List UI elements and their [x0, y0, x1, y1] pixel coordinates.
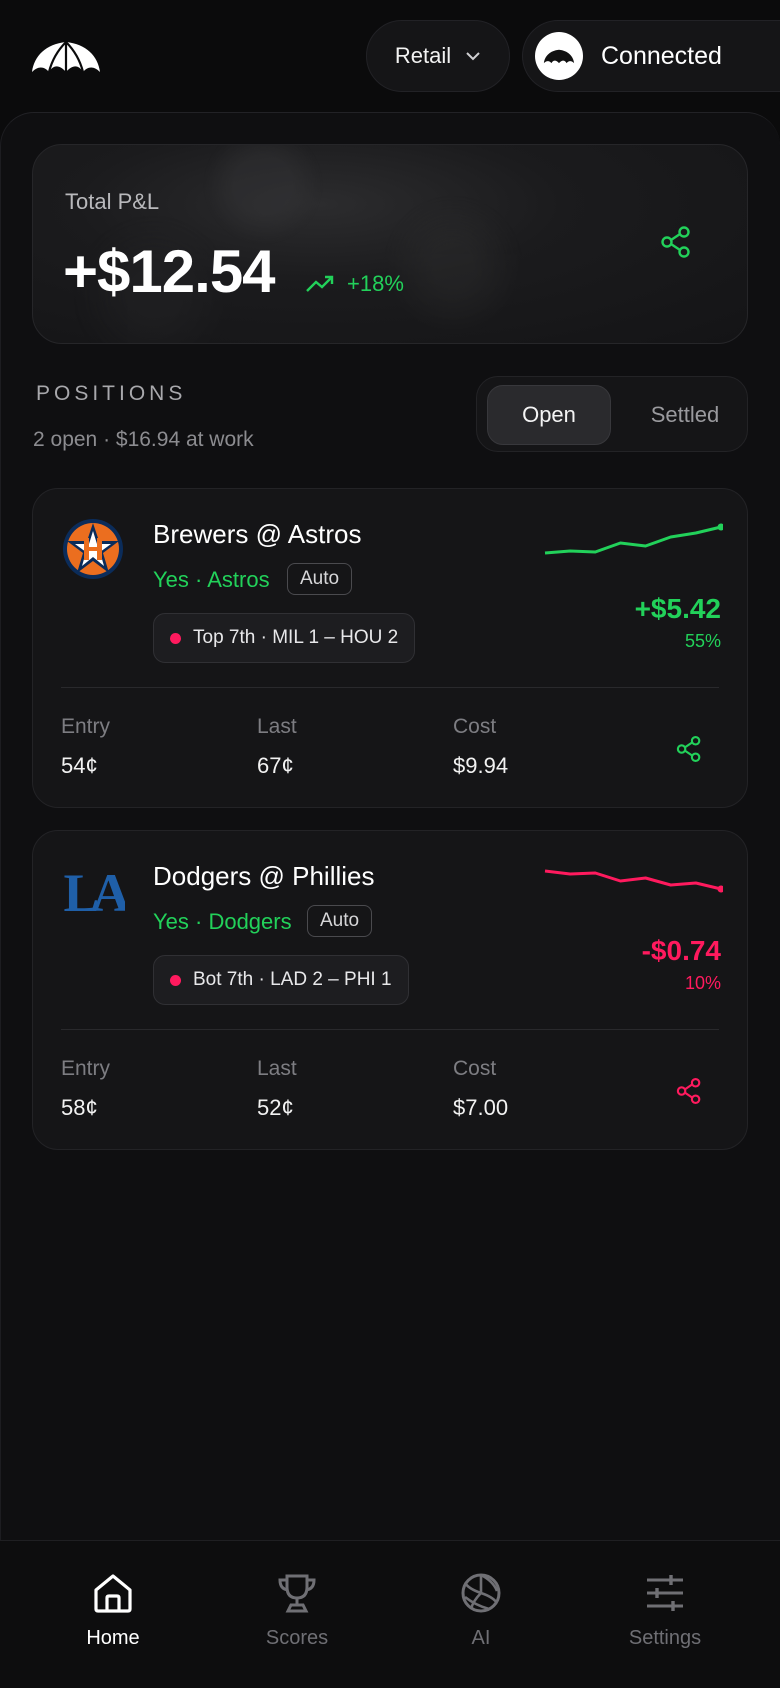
tab-scores[interactable]: Scores	[222, 1571, 372, 1650]
cost-label: Cost	[453, 1057, 497, 1080]
live-dot-icon	[170, 974, 181, 986]
cost-value: $7.00	[453, 1095, 509, 1120]
astros-logo-icon	[63, 519, 123, 579]
sparkline-end-dot	[717, 885, 723, 893]
top-bar: Retail Connected	[0, 0, 780, 112]
live-score-text: Bot 7th · LAD 2 – PHI 1	[193, 969, 392, 990]
position-percent: 10%	[684, 973, 721, 993]
positions-segmented-control: Open Settled	[476, 376, 748, 452]
price-sparkline	[544, 869, 723, 893]
pnl-change: +18%	[305, 271, 404, 297]
sparkline-end-dot	[717, 523, 723, 531]
last-value: 67¢	[257, 753, 294, 778]
bottom-tab-bar: Home Scores AI Settings	[0, 1540, 780, 1688]
position-card[interactable]: LA Dodgers @ Phillies Yes · Dodgers Auto…	[32, 830, 748, 1150]
position-card[interactable]: Brewers @ Astros Yes · Astros Auto Top 7…	[32, 488, 748, 808]
auto-badge: Auto	[287, 563, 353, 595]
volleyball-icon	[461, 1573, 501, 1613]
umbrella-logo-icon[interactable]	[30, 38, 102, 74]
tab-open[interactable]: Open	[487, 385, 611, 445]
live-score-text: Top 7th · MIL 1 – HOU 2	[193, 627, 399, 648]
tab-settings-label: Settings	[628, 1627, 702, 1649]
positions-heading: POSITIONS	[36, 382, 187, 405]
last-value: 52¢	[257, 1095, 294, 1120]
tab-settings[interactable]: Settings	[590, 1571, 740, 1650]
tab-home-label: Home	[86, 1627, 140, 1649]
entry-label: Entry	[61, 1057, 111, 1080]
connection-status-label: Connected	[601, 41, 722, 70]
last-stat: Last 52¢	[257, 1057, 297, 1121]
auto-badge: Auto	[307, 905, 373, 937]
cost-stat: Cost $7.00	[453, 1057, 508, 1121]
dodgers-logo-icon: LA	[63, 863, 125, 923]
umbrella-avatar-icon	[535, 32, 583, 80]
entry-label: Entry	[61, 715, 111, 738]
total-pnl-label: Total P&L	[65, 189, 160, 214]
trending-up-icon	[306, 275, 334, 292]
position-pnl: -$0.74	[641, 935, 721, 966]
trophy-icon	[278, 1574, 316, 1613]
share-icon[interactable]	[675, 1077, 703, 1105]
cost-label: Cost	[453, 715, 497, 738]
share-icon[interactable]	[659, 225, 693, 259]
pnl-change-percent: +18%	[347, 271, 404, 296]
account-mode-dropdown[interactable]: Retail	[366, 20, 510, 92]
entry-stat: Entry 58¢	[61, 1057, 110, 1121]
last-stat: Last 67¢	[257, 715, 297, 779]
home-icon	[94, 1574, 132, 1613]
pick-label: Yes · Dodgers	[153, 909, 292, 934]
card-background-texture	[33, 145, 747, 343]
price-sparkline	[544, 523, 723, 555]
entry-value: 54¢	[61, 753, 98, 778]
live-score-pill: Bot 7th · LAD 2 – PHI 1	[153, 955, 409, 1005]
wallet-connection-button[interactable]: Connected	[522, 20, 780, 92]
last-label: Last	[257, 715, 297, 738]
tab-scores-label: Scores	[265, 1627, 329, 1649]
live-dot-icon	[170, 632, 181, 644]
position-pnl: +$5.42	[634, 593, 721, 624]
pick-label: Yes · Astros	[153, 567, 270, 592]
card-divider	[61, 687, 719, 688]
svg-text:LA: LA	[63, 863, 125, 923]
entry-value: 58¢	[61, 1095, 98, 1120]
entry-stat: Entry 54¢	[61, 715, 110, 779]
last-label: Last	[257, 1057, 297, 1080]
positions-summary: 2 open · $16.94 at work	[33, 428, 254, 451]
total-pnl-card: Total P&L +$12.54 +18%	[32, 144, 748, 344]
sparkline-path	[544, 869, 722, 891]
mode-label: Retail	[394, 43, 452, 68]
card-divider	[61, 1029, 719, 1030]
total-pnl-value: +$12.54	[63, 238, 276, 305]
tab-ai[interactable]: AI	[406, 1571, 556, 1650]
sparkline-path	[544, 525, 722, 555]
live-score-pill: Top 7th · MIL 1 – HOU 2	[153, 613, 416, 663]
matchup-title: Dodgers @ Phillies	[153, 861, 375, 891]
content-sheet	[0, 112, 780, 1542]
tab-ai-label: AI	[471, 1627, 491, 1649]
tab-settled[interactable]: Settled	[650, 402, 720, 427]
position-percent: 55%	[684, 631, 721, 651]
cost-value: $9.94	[453, 753, 509, 778]
share-icon[interactable]	[675, 735, 703, 763]
sliders-icon	[647, 1575, 683, 1611]
cost-stat: Cost $9.94	[453, 715, 508, 779]
tab-home[interactable]: Home	[38, 1571, 188, 1650]
chevron-down-icon	[466, 52, 480, 61]
matchup-title: Brewers @ Astros	[153, 519, 362, 549]
